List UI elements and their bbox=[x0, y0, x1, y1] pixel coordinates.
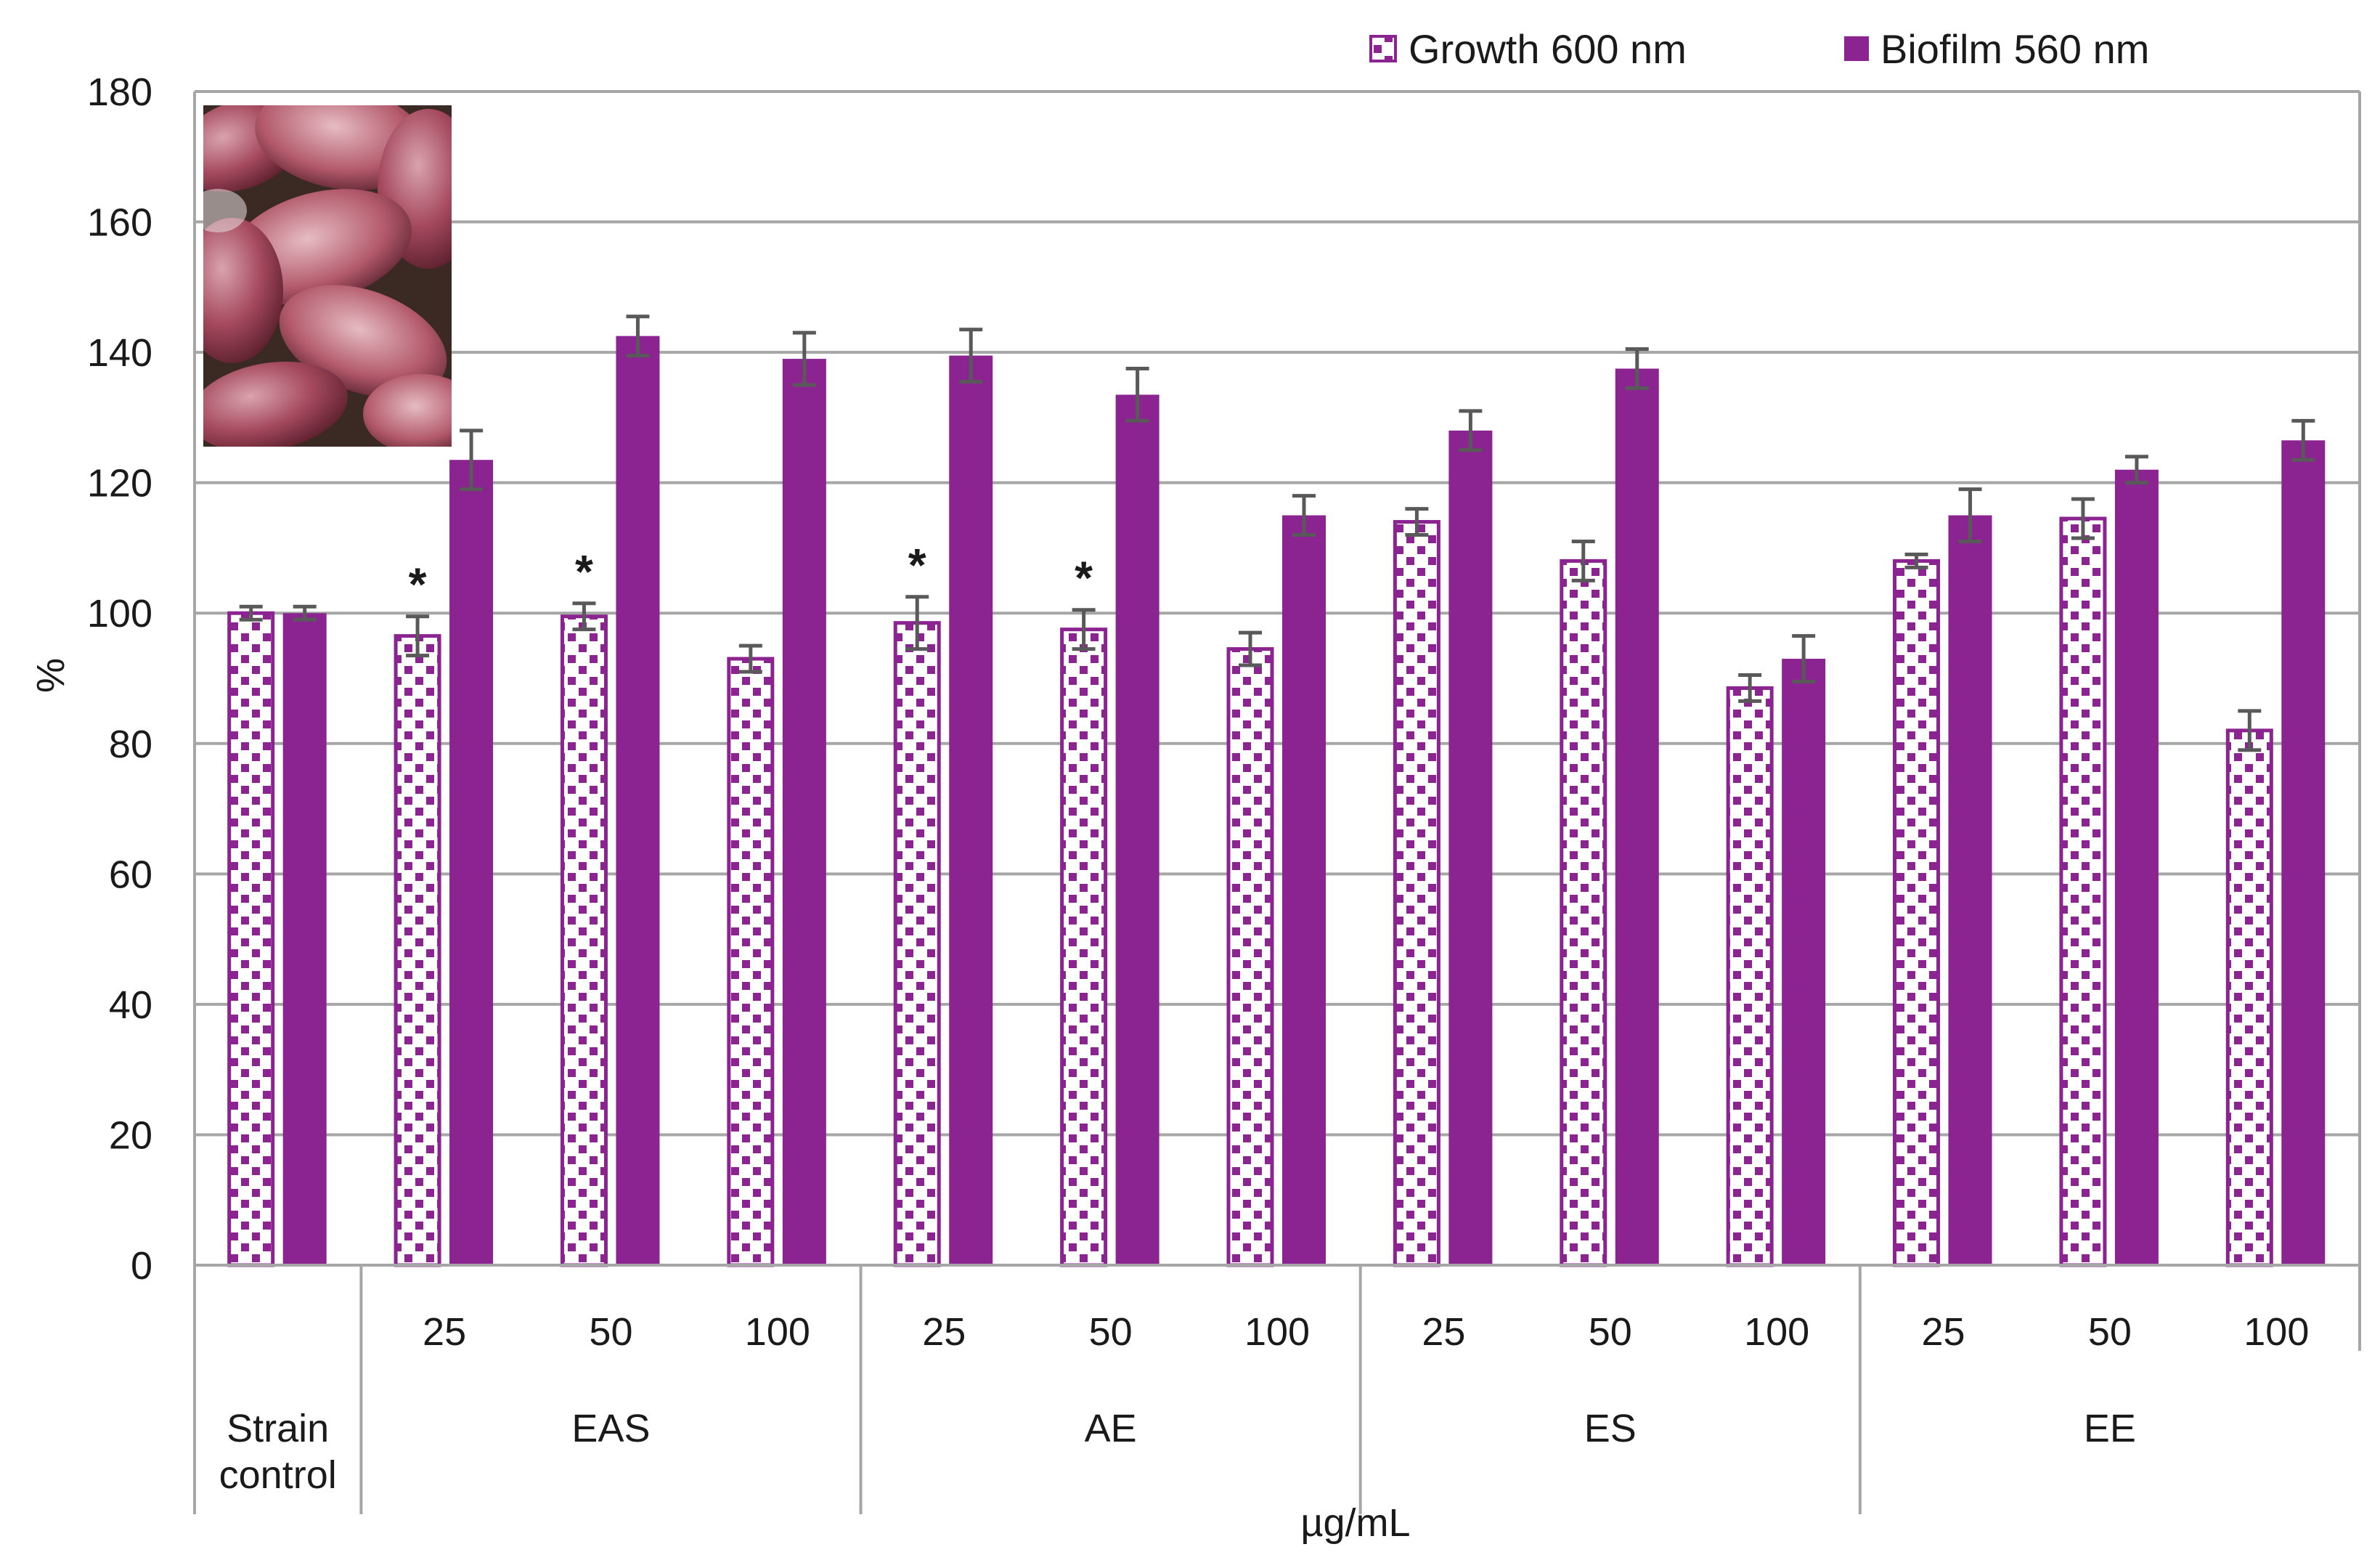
x-dose-label: 100 bbox=[1744, 1310, 1809, 1354]
x-dose-label: 25 bbox=[1422, 1310, 1465, 1354]
bar-biofilm bbox=[782, 359, 826, 1266]
bar-growth bbox=[227, 611, 275, 1267]
bar-growth bbox=[1393, 520, 1440, 1267]
y-tick-label: 140 bbox=[87, 331, 152, 375]
bars: * * * * bbox=[227, 314, 2326, 1267]
y-tick-label: 160 bbox=[87, 201, 152, 245]
bar-growth bbox=[1893, 558, 1941, 1267]
bar-growth bbox=[1060, 627, 1108, 1267]
bar-growth bbox=[2225, 728, 2273, 1267]
x-axis: 25 50 100 25 50 100 25 50 100 25 50 100 Straincontro… bbox=[193, 1264, 2361, 1514]
legend: Growth 600 nm Biofilm 560 nm bbox=[1369, 26, 2149, 72]
bar-growth bbox=[1726, 686, 1774, 1267]
bar-growth bbox=[893, 621, 941, 1267]
bar-growth bbox=[1560, 558, 1607, 1267]
significance-star: * bbox=[409, 558, 427, 611]
y-tick-label: 80 bbox=[109, 723, 152, 766]
x-dose-label: 50 bbox=[1089, 1310, 1133, 1354]
bar-biofilm bbox=[282, 613, 327, 1265]
bar-biofilm bbox=[949, 355, 993, 1266]
bar-biofilm bbox=[1948, 515, 1992, 1265]
x-dose-label: 100 bbox=[745, 1310, 810, 1354]
significance-star: * bbox=[575, 545, 593, 598]
x-group-label: Strain bbox=[227, 1407, 329, 1450]
x-group-label: EAS bbox=[571, 1407, 650, 1450]
significance-star: * bbox=[1075, 552, 1093, 604]
bar-biofilm bbox=[2281, 440, 2326, 1266]
x-dose-label: 50 bbox=[589, 1310, 632, 1354]
bar-biofilm bbox=[616, 336, 660, 1266]
legend-item-growth: Growth 600 nm bbox=[1369, 26, 1687, 72]
x-axis-title: µg/mL bbox=[1300, 1501, 1410, 1545]
y-tick-label: 40 bbox=[109, 983, 152, 1027]
legend-swatch-growth bbox=[1369, 35, 1397, 62]
bar-growth bbox=[2059, 516, 2107, 1267]
x-group-label: control bbox=[219, 1453, 337, 1497]
bar-biofilm bbox=[2114, 469, 2159, 1265]
y-tick-label: 60 bbox=[109, 853, 152, 896]
x-group-label: EE bbox=[2084, 1407, 2136, 1450]
bar-growth bbox=[394, 634, 441, 1267]
x-dose-label: 25 bbox=[423, 1310, 466, 1354]
legend-label-growth: Growth 600 nm bbox=[1409, 26, 1687, 72]
bar-biofilm bbox=[1782, 659, 1826, 1265]
legend-swatch-biofilm bbox=[1844, 36, 1869, 61]
bar-biofilm bbox=[449, 460, 494, 1266]
bar-biofilm bbox=[1282, 515, 1326, 1265]
x-group-label: AE bbox=[1085, 1407, 1137, 1450]
x-dose-label: 25 bbox=[922, 1310, 966, 1354]
x-dose-label: 50 bbox=[1589, 1310, 1632, 1354]
y-tick-label: 180 bbox=[87, 70, 152, 114]
bar-biofilm bbox=[1115, 394, 1160, 1265]
inset-photo bbox=[203, 105, 452, 447]
bar-growth bbox=[560, 614, 608, 1267]
x-group-label: ES bbox=[1584, 1407, 1637, 1450]
legend-label-biofilm: Biofilm 560 nm bbox=[1880, 26, 2149, 72]
legend-item-biofilm: Biofilm 560 nm bbox=[1844, 26, 2149, 72]
x-dose-label: 25 bbox=[1921, 1310, 1965, 1354]
y-axis: 0 20 40 60 80 100 120 140 160 180 bbox=[87, 70, 196, 1288]
y-tick-label: 0 bbox=[131, 1244, 152, 1288]
x-dose-label: 50 bbox=[2088, 1310, 2132, 1354]
y-tick-label: 20 bbox=[109, 1113, 152, 1157]
y-axis-title: % bbox=[29, 658, 73, 693]
x-dose-label: 100 bbox=[2244, 1310, 2309, 1354]
bar-growth bbox=[727, 657, 775, 1267]
bar-biofilm bbox=[1448, 430, 1493, 1265]
bar-growth bbox=[1226, 647, 1274, 1267]
gridlines bbox=[195, 90, 2361, 1265]
bar-biofilm bbox=[1615, 368, 1659, 1265]
y-tick-label: 100 bbox=[87, 592, 152, 635]
significance-star: * bbox=[908, 539, 926, 591]
x-dose-label: 100 bbox=[1244, 1310, 1310, 1354]
y-tick-label: 120 bbox=[87, 462, 152, 505]
